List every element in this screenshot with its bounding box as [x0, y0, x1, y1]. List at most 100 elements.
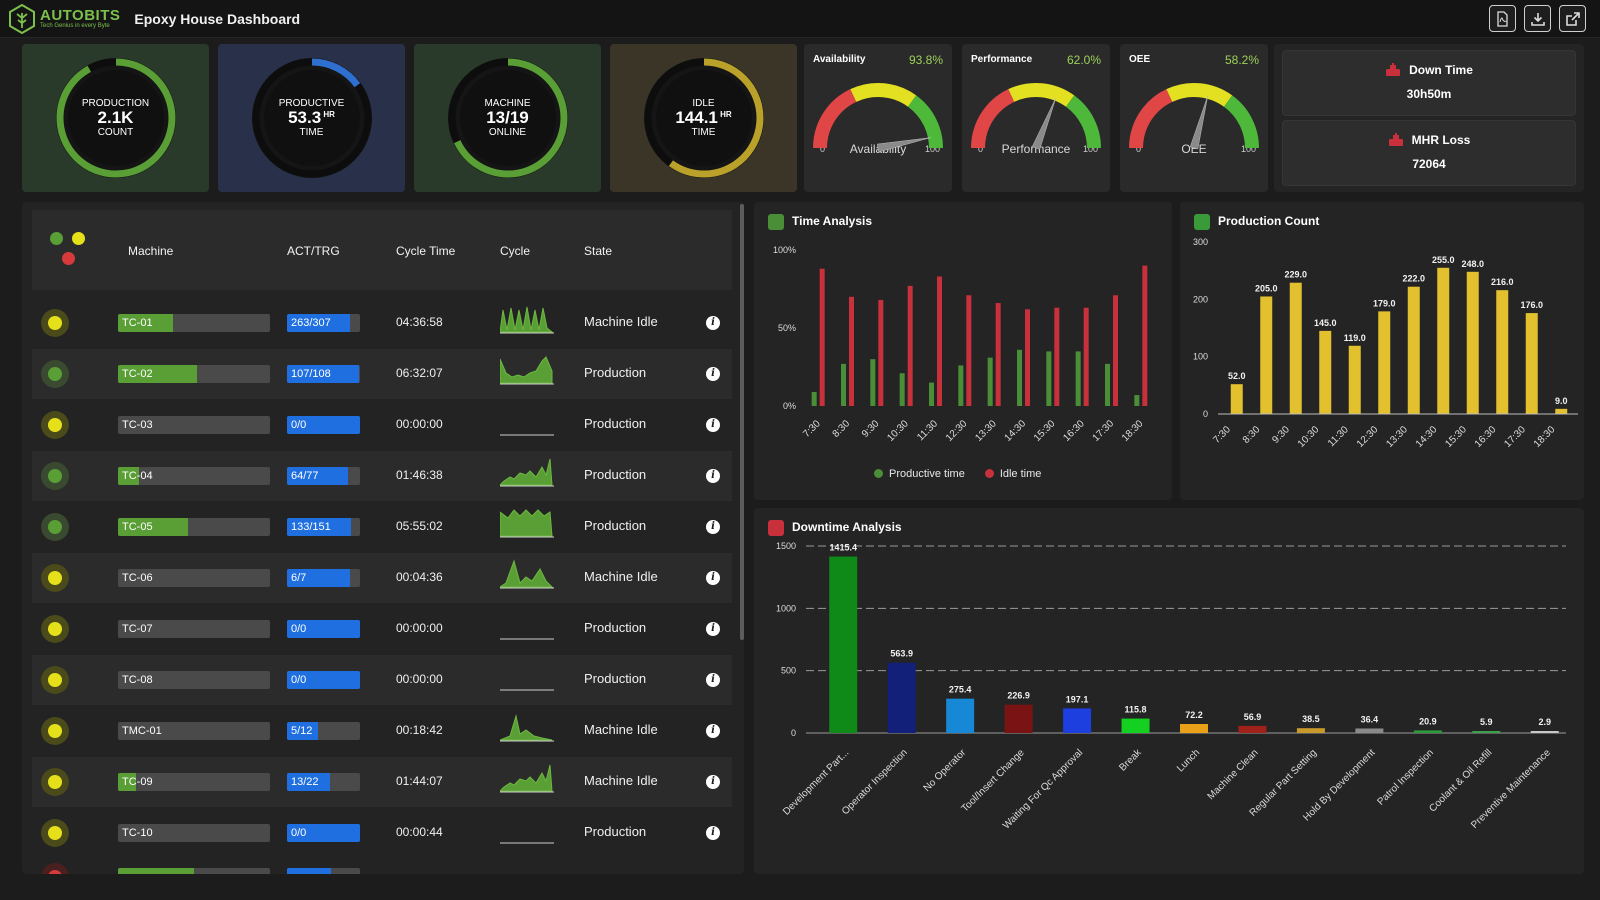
- downtime-bar[interactable]: [1121, 718, 1150, 733]
- info-icon[interactable]: i: [706, 775, 720, 789]
- table-row[interactable]: TC-01 263/307 04:36:58 Machine Idle i: [32, 298, 732, 348]
- table-row[interactable]: TC-10 0/0 00:00:44 Production i: [32, 808, 732, 858]
- production-bar[interactable]: [1437, 267, 1450, 414]
- productive-bar[interactable]: [870, 359, 876, 406]
- info-icon[interactable]: i: [706, 520, 720, 534]
- status-indicator: [41, 863, 69, 874]
- downtime-bar[interactable]: [1413, 730, 1442, 733]
- idle-bar[interactable]: [1025, 309, 1030, 406]
- table-row[interactable]: TC-04 64/77 01:46:38 Production i: [32, 451, 732, 501]
- idle-bar[interactable]: [1054, 307, 1060, 406]
- table-scrollbar[interactable]: [740, 204, 744, 640]
- downtime-bar[interactable]: [1296, 728, 1325, 733]
- downtime-bar[interactable]: [1180, 723, 1208, 733]
- idle-bar[interactable]: [849, 296, 854, 406]
- kpi-sublabel: ONLINE: [488, 127, 527, 139]
- productive-bar[interactable]: [811, 391, 817, 406]
- info-icon[interactable]: i: [706, 673, 720, 687]
- production-bar[interactable]: [1525, 313, 1538, 414]
- production-bar[interactable]: [1466, 271, 1479, 414]
- info-icon[interactable]: i: [706, 622, 720, 636]
- info-icon[interactable]: i: [706, 418, 720, 432]
- downtime-bar[interactable]: [1530, 731, 1559, 733]
- kpi-value: 13/19: [486, 107, 529, 127]
- pdf-export-button[interactable]: [1489, 5, 1516, 32]
- production-bar[interactable]: [1319, 330, 1332, 414]
- idle-bar[interactable]: [1142, 265, 1148, 406]
- table-row[interactable]: TC-03 0/0 00:00:00 Production i: [32, 400, 732, 450]
- table-row[interactable]: TC-08 0/0 00:00:00 Production i: [32, 655, 732, 705]
- kpi-sublabel: TIME: [299, 127, 324, 139]
- idle-bar[interactable]: [1113, 295, 1118, 406]
- production-bar[interactable]: [1230, 384, 1243, 414]
- productive-bar[interactable]: [929, 382, 934, 406]
- productive-bar[interactable]: [958, 365, 964, 406]
- productive-bar[interactable]: [1046, 351, 1052, 406]
- info-icon[interactable]: i: [706, 724, 720, 738]
- productive-bar[interactable]: [1134, 395, 1140, 406]
- info-icon[interactable]: i: [706, 571, 720, 585]
- productive-bar[interactable]: [987, 357, 993, 406]
- downtime-bar[interactable]: [829, 556, 858, 733]
- production-bar[interactable]: [1496, 290, 1509, 414]
- info-icon[interactable]: i: [706, 826, 720, 840]
- legend-dot-yellow: [72, 232, 85, 245]
- downtime-bar[interactable]: [1063, 708, 1092, 733]
- legend-idle[interactable]: Idle time: [984, 468, 1041, 480]
- productive-bar[interactable]: [1105, 363, 1110, 406]
- downtime-bar[interactable]: [1472, 731, 1501, 733]
- external-link-button[interactable]: [1559, 5, 1586, 32]
- kpi-card-idle: IDLE 144.1 HR TIME: [610, 44, 797, 192]
- productive-bar[interactable]: [1017, 349, 1022, 406]
- column-act-trg[interactable]: ACT/TRG: [287, 244, 340, 258]
- act-trg-bar: 5/12: [287, 722, 360, 740]
- machine-name: TC-03: [122, 419, 153, 431]
- production-bar[interactable]: [1378, 311, 1391, 414]
- act-trg-bar: 0/0: [287, 671, 360, 689]
- production-bar[interactable]: [1555, 408, 1568, 414]
- production-bar[interactable]: [1407, 286, 1420, 414]
- legend-productive[interactable]: Productive time: [874, 468, 965, 480]
- production-bar[interactable]: [1289, 282, 1302, 414]
- table-row[interactable]: TC-07 0/0 00:00:00 Production i: [32, 604, 732, 654]
- downtime-bar[interactable]: [887, 662, 916, 733]
- machine-state: Machine Idle: [584, 722, 658, 737]
- productive-bar[interactable]: [841, 363, 846, 406]
- idle-bar[interactable]: [995, 303, 1001, 406]
- info-icon[interactable]: i: [706, 469, 720, 483]
- info-icon[interactable]: i: [706, 367, 720, 381]
- downtime-bar[interactable]: [1355, 728, 1384, 733]
- table-row[interactable]: TC-09 13/22 01:44:07 Machine Idle i: [32, 757, 732, 807]
- idle-bar[interactable]: [1083, 307, 1089, 406]
- download-button[interactable]: [1524, 5, 1551, 32]
- idle-bar[interactable]: [937, 276, 942, 406]
- downtime-bar[interactable]: [1238, 725, 1267, 733]
- idle-bar[interactable]: [819, 268, 825, 406]
- column-cycle[interactable]: Cycle: [500, 244, 531, 258]
- table-row[interactable]: TMC-01 5/12 00:18:42 Machine Idle i: [32, 706, 732, 756]
- machine-state: Production: [584, 467, 647, 482]
- idle-bar[interactable]: [907, 285, 913, 406]
- idle-bar[interactable]: [966, 295, 972, 406]
- column-machine[interactable]: Machine: [128, 244, 174, 258]
- column-state[interactable]: State: [584, 244, 613, 258]
- production-bar[interactable]: [1348, 345, 1361, 414]
- production-bar[interactable]: [1260, 296, 1273, 414]
- table-row[interactable]: TC-05 133/151 05:55:02 Production i: [32, 502, 732, 552]
- cycle-sparkline: [500, 509, 554, 538]
- table-row[interactable]: TC-06 6/7 00:04:36 Machine Idle i: [32, 553, 732, 603]
- act-trg-bar: 0/0: [287, 416, 360, 434]
- productive-bar[interactable]: [1075, 351, 1081, 406]
- downtime-bar[interactable]: [946, 698, 975, 733]
- column-cycle-time[interactable]: Cycle Time: [396, 244, 456, 258]
- kpi-label: IDLE: [692, 97, 715, 109]
- idle-bar[interactable]: [878, 299, 884, 406]
- autobits-logo-icon: [9, 3, 35, 34]
- info-icon[interactable]: i: [706, 316, 720, 330]
- table-row[interactable]: TC-02 107/108 06:32:07 Production i: [32, 349, 732, 399]
- productive-bar[interactable]: [899, 373, 905, 406]
- y-tick-label: 1000: [776, 603, 796, 613]
- cycle-sparkline: [500, 306, 554, 334]
- production-count-chart: 0 100 200 300 52.0 205.0 229.0 145.0 119.0 179.0 2…: [1193, 237, 1578, 450]
- downtime-bar[interactable]: [1004, 704, 1033, 733]
